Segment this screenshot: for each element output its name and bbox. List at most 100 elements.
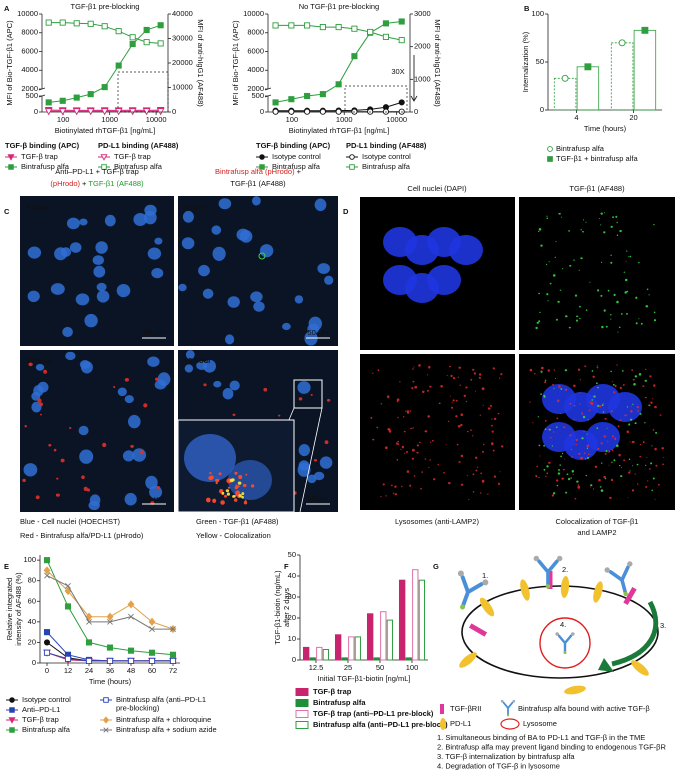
marker xyxy=(101,23,108,30)
cell xyxy=(544,428,547,431)
image-label: Cell nuclei (DAPI) xyxy=(407,184,467,193)
legend-label: TGF-β1 + bintrafusp alfa xyxy=(556,154,638,163)
cell xyxy=(636,463,639,466)
marker xyxy=(143,39,150,46)
cell xyxy=(298,444,310,457)
x-tick-label: 100 xyxy=(57,115,70,124)
cell xyxy=(28,362,33,367)
cell xyxy=(492,449,495,452)
inset-source xyxy=(293,379,323,409)
cell xyxy=(133,213,147,226)
cell xyxy=(475,390,476,392)
cell xyxy=(638,261,640,264)
cell xyxy=(639,444,642,446)
cell xyxy=(458,461,461,463)
cell xyxy=(460,423,463,427)
cell xyxy=(96,290,110,303)
cell xyxy=(122,450,135,462)
panel-label: D xyxy=(343,207,349,216)
marker xyxy=(106,657,114,664)
cell xyxy=(236,228,250,241)
cell xyxy=(480,472,483,475)
cell xyxy=(626,290,629,293)
image-legend: Blue - Cell nuclei (HOECHST) xyxy=(20,517,121,526)
cell xyxy=(491,430,494,433)
cell xyxy=(465,386,468,389)
cell xyxy=(535,475,538,478)
cell xyxy=(317,263,331,274)
cell xyxy=(610,478,614,482)
cell xyxy=(622,384,625,386)
y2-tick-label: 40000 xyxy=(172,9,193,18)
cell xyxy=(124,395,134,404)
cell xyxy=(433,478,436,481)
cell xyxy=(610,261,613,264)
cell xyxy=(559,464,561,466)
inset-nucleus xyxy=(184,434,236,482)
cell xyxy=(416,451,419,454)
y-tick-label: 0 xyxy=(292,655,296,664)
cell xyxy=(619,229,622,233)
antibody xyxy=(502,701,514,716)
x-tick-label: 36 xyxy=(106,666,114,675)
cell xyxy=(238,494,242,498)
x-tick-label: 0 xyxy=(45,666,49,675)
cell xyxy=(227,486,231,489)
image-title: (pHrodo) + TGF-β1 (AF488) xyxy=(50,179,144,188)
cell xyxy=(629,418,633,421)
legend-swatch xyxy=(295,721,309,729)
cell xyxy=(620,475,623,478)
cell xyxy=(545,475,547,478)
cell xyxy=(452,399,455,402)
cell xyxy=(545,419,547,422)
cell xyxy=(196,361,208,370)
cell xyxy=(33,385,44,397)
cell xyxy=(449,365,451,368)
cell xyxy=(79,360,91,369)
x-tick-label: 25 xyxy=(344,663,352,672)
scale-bar-label: 50 µm xyxy=(308,328,329,337)
cell xyxy=(104,214,116,227)
cell xyxy=(489,404,493,407)
y-tick-label: 100 xyxy=(23,555,36,564)
marker xyxy=(272,99,279,106)
marker xyxy=(115,62,122,69)
x-tick-label: 12.5 xyxy=(309,663,324,672)
marker xyxy=(72,108,81,116)
cell xyxy=(652,477,655,480)
cell xyxy=(613,459,616,462)
cell xyxy=(237,481,242,485)
cell xyxy=(623,271,626,273)
cell xyxy=(60,458,65,463)
cell xyxy=(35,363,45,371)
marker xyxy=(335,24,342,31)
cell xyxy=(227,296,240,308)
cell xyxy=(69,242,82,253)
cell xyxy=(627,497,629,498)
cell xyxy=(628,256,630,258)
cell xyxy=(585,221,587,223)
cell xyxy=(147,356,160,367)
legend-label: TGF-β trap xyxy=(313,687,352,696)
cell xyxy=(422,390,425,393)
cell xyxy=(602,411,605,413)
cell xyxy=(568,326,571,329)
cell xyxy=(37,398,42,403)
cell xyxy=(203,359,217,373)
legend-group-title: PD-L1 binding (AF488) xyxy=(346,141,427,150)
cell xyxy=(232,495,236,498)
cell xyxy=(599,218,601,219)
marker xyxy=(288,96,295,103)
cell xyxy=(226,492,230,496)
marker xyxy=(157,22,164,29)
cell xyxy=(532,422,534,424)
y-axis-label: TGF-β1-biotin (ng/mL)after 2 days xyxy=(273,570,291,645)
image-legend: Green - TGF-β1 (AF488) xyxy=(196,517,279,526)
cell xyxy=(421,471,424,473)
cell xyxy=(400,448,402,450)
cell xyxy=(221,491,225,495)
legend-label: TGF-β trap xyxy=(22,715,59,724)
marker xyxy=(129,34,136,41)
tgfbrii xyxy=(547,571,553,589)
cell xyxy=(326,398,331,402)
